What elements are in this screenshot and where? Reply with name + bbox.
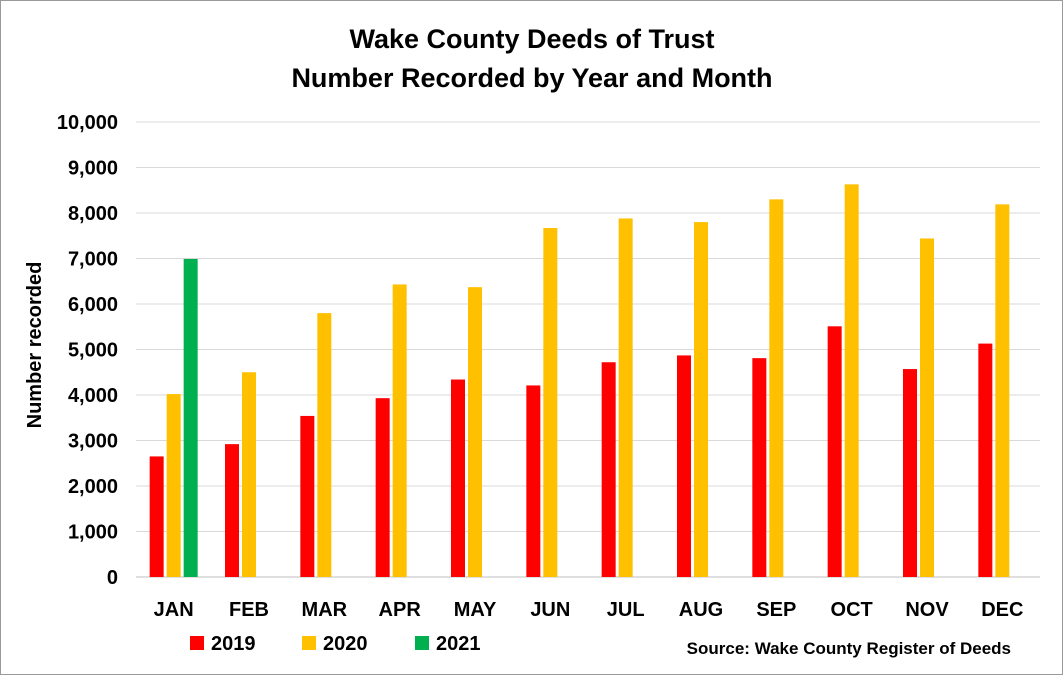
bar-2020-sep (769, 199, 784, 577)
x-tick-label: FEB (229, 599, 269, 621)
chart-title: Wake County Deeds of Trust (349, 24, 714, 54)
bar-2020-jul (618, 218, 633, 577)
x-tick-label: DEC (981, 599, 1023, 621)
x-tick-label: NOV (905, 599, 949, 621)
bar-2019-dec (978, 343, 993, 577)
bar-2020-mar (317, 313, 332, 577)
y-tick-label: 4,000 (68, 385, 118, 407)
x-tick-labels: JAN FEB MAR APR MAY JUN JUL AUG SEP OCT NOV DEC (154, 599, 1024, 621)
bar-2019-mar (300, 415, 315, 577)
legend-swatch-2020 (302, 636, 316, 650)
x-tick-label: SEP (756, 599, 796, 621)
bar-2019-jun (526, 385, 541, 577)
source-note: Source: Wake County Register of Deeds (687, 639, 1011, 658)
bar-2019-sep (752, 358, 767, 577)
bar-2020-apr (392, 284, 407, 577)
y-tick-label: 10,000 (57, 112, 118, 134)
x-tick-label: OCT (831, 599, 873, 621)
bar-2020-oct (844, 184, 859, 577)
legend: 2019 2020 2021 (190, 633, 481, 655)
y-tick-label: 9,000 (68, 158, 118, 180)
y-tick-label: 0 (107, 567, 118, 589)
bar-2020-jun (543, 228, 558, 577)
y-tick-label: 5,000 (68, 340, 118, 362)
bar-2019-jan (149, 456, 164, 577)
bar-2020-dec (995, 204, 1010, 578)
y-tick-label: 1,000 (68, 522, 118, 544)
x-tick-label: APR (379, 599, 422, 621)
legend-swatch-2021 (415, 636, 429, 650)
bar-2020-nov (920, 238, 934, 578)
y-tick-label: 2,000 (68, 476, 118, 498)
bar-2019-aug (677, 355, 691, 577)
x-tick-label: MAR (302, 599, 348, 621)
legend-label-2020: 2020 (323, 633, 368, 655)
bar-2020-feb (242, 372, 256, 577)
y-tick-label: 6,000 (68, 294, 118, 316)
x-tick-label: MAY (454, 599, 497, 621)
bar-2020-aug (694, 222, 708, 577)
bar-2019-jul (601, 362, 616, 577)
grid-lines (136, 121, 1040, 578)
x-tick-label: AUG (679, 599, 723, 621)
bar-2019-feb (225, 444, 239, 577)
y-tick-label: 8,000 (68, 203, 118, 225)
x-tick-label: JUN (530, 599, 570, 621)
bar-2019-nov (903, 369, 917, 577)
x-tick-label: JUL (607, 599, 645, 621)
y-tick-labels: 0 1,000 2,000 3,000 4,000 5,000 6,000 7,000 8,00… (57, 112, 118, 589)
y-axis-label: Number recorded (24, 262, 46, 429)
bar-2019-oct (827, 326, 842, 577)
y-tick-label: 7,000 (68, 249, 118, 271)
y-tick-label: 3,000 (68, 431, 118, 453)
legend-label-2019: 2019 (211, 633, 256, 655)
x-tick-label: JAN (154, 599, 194, 621)
bar-2020-may (468, 287, 482, 577)
chart-subtitle: Number Recorded by Year and Month (291, 63, 772, 93)
bars (149, 184, 1010, 578)
bar-2019-may (451, 379, 465, 577)
bar-2019-apr (375, 398, 390, 577)
legend-label-2021: 2021 (436, 633, 481, 655)
bar-2020-jan (166, 394, 181, 577)
bar-2021-jan (183, 258, 198, 577)
legend-swatch-2019 (190, 636, 204, 650)
